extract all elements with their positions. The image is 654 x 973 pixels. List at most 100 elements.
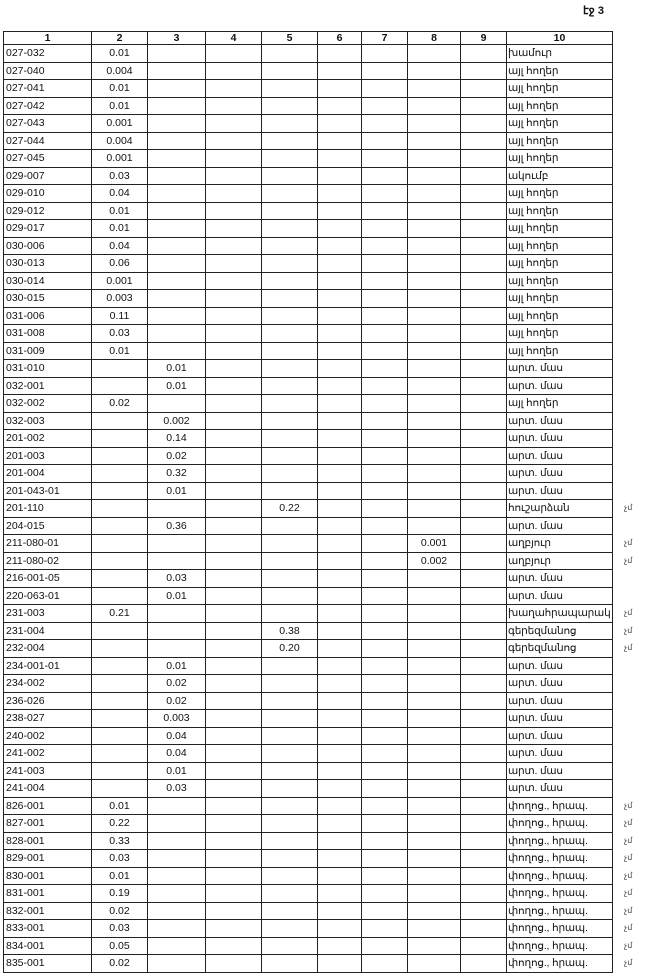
- table-row: 833-001 0.03 փողոց., հրապ.: [3, 919, 613, 938]
- value-cell: [261, 184, 318, 203]
- parcel-code-cell: 831-001: [3, 884, 92, 903]
- land-type-cell: արտ. մաս: [506, 516, 613, 535]
- value-cell: [261, 709, 318, 728]
- table-row: 027-041 0.01 այլ հողեր: [3, 79, 613, 98]
- table-row: 211-080-02 0.002 աղբյուր: [3, 551, 613, 570]
- value-cell: [205, 499, 262, 518]
- value-cell: [147, 796, 206, 815]
- value-cell: 0.01: [91, 44, 148, 63]
- value-cell: [361, 621, 408, 640]
- value-cell: [361, 884, 408, 903]
- value-cell: 0.01: [91, 79, 148, 98]
- land-type-cell: արտ. մաս: [506, 359, 613, 378]
- margin-note: չմ: [624, 801, 633, 810]
- value-cell: [460, 306, 507, 325]
- value-cell: [317, 166, 362, 185]
- value-cell: [361, 289, 408, 308]
- value-cell: 0.01: [91, 341, 148, 360]
- value-cell: 0.11: [91, 306, 148, 325]
- value-cell: [91, 516, 148, 535]
- value-cell: 0.06: [91, 254, 148, 273]
- value-cell: 0.02: [147, 691, 206, 710]
- column-header-6: 6: [317, 31, 362, 45]
- value-cell: [361, 201, 408, 220]
- land-type-cell: աղբյուր: [506, 551, 613, 570]
- table-row: 027-045 0.001 այլ հողեր: [3, 149, 613, 168]
- value-cell: 0.01: [91, 219, 148, 238]
- value-cell: [407, 814, 461, 833]
- value-cell: [460, 796, 507, 815]
- value-cell: [91, 656, 148, 675]
- value-cell: [205, 726, 262, 745]
- value-cell: [261, 884, 318, 903]
- land-type-cell: այլ հողեր: [506, 236, 613, 255]
- value-cell: [317, 236, 362, 255]
- value-cell: [407, 779, 461, 798]
- table-row: 204-015 0.36 արտ. մաս: [3, 516, 613, 535]
- value-cell: [361, 131, 408, 150]
- value-cell: [361, 271, 408, 290]
- land-type-cell: այլ հողեր: [506, 219, 613, 238]
- value-cell: [261, 341, 318, 360]
- value-cell: [361, 96, 408, 115]
- value-cell: [205, 236, 262, 255]
- table-row: 220-063-01 0.01 արտ. մաս: [3, 586, 613, 605]
- parcel-code-cell: 241-003: [3, 761, 92, 780]
- value-cell: [317, 149, 362, 168]
- value-cell: [205, 166, 262, 185]
- value-cell: [361, 149, 408, 168]
- value-cell: [460, 61, 507, 80]
- value-cell: 0.01: [147, 586, 206, 605]
- value-cell: 0.003: [147, 709, 206, 728]
- value-cell: 0.02: [91, 954, 148, 973]
- land-type-cell: այլ հողեր: [506, 271, 613, 290]
- table-row: 029-010 0.04 այլ հողեր: [3, 184, 613, 203]
- value-cell: 0.001: [407, 534, 461, 553]
- parcel-code-cell: 027-032: [3, 44, 92, 63]
- value-cell: [147, 114, 206, 133]
- value-cell: [361, 446, 408, 465]
- value-cell: [91, 621, 148, 640]
- value-cell: [407, 884, 461, 903]
- table-row: 241-002 0.04 արտ. մաս: [3, 744, 613, 763]
- value-cell: [147, 831, 206, 850]
- value-cell: [91, 674, 148, 693]
- value-cell: [407, 464, 461, 483]
- value-cell: 0.004: [91, 61, 148, 80]
- value-cell: [261, 919, 318, 938]
- value-cell: [261, 761, 318, 780]
- parcel-code-cell: 231-003: [3, 604, 92, 623]
- land-type-cell: արտ. մաս: [506, 586, 613, 605]
- value-cell: [261, 849, 318, 868]
- value-cell: [460, 44, 507, 63]
- value-cell: [147, 149, 206, 168]
- table-row: 031-008 0.03 այլ հողեր: [3, 324, 613, 343]
- value-cell: [205, 79, 262, 98]
- value-cell: [407, 849, 461, 868]
- value-cell: 0.04: [91, 184, 148, 203]
- parcel-code-cell: 027-044: [3, 131, 92, 150]
- value-cell: [317, 184, 362, 203]
- value-cell: [317, 656, 362, 675]
- value-cell: [91, 429, 148, 448]
- value-cell: [407, 324, 461, 343]
- value-cell: [205, 866, 262, 885]
- value-cell: [317, 709, 362, 728]
- value-cell: [205, 604, 262, 623]
- value-cell: [261, 236, 318, 255]
- column-header-9: 9: [460, 31, 507, 45]
- value-cell: [147, 219, 206, 238]
- value-cell: [361, 569, 408, 588]
- value-cell: [147, 201, 206, 220]
- parcel-code-cell: 032-002: [3, 394, 92, 413]
- parcel-code-cell: 201-043-01: [3, 481, 92, 500]
- value-cell: [460, 411, 507, 430]
- value-cell: [361, 796, 408, 815]
- value-cell: [361, 901, 408, 920]
- value-cell: [147, 184, 206, 203]
- land-type-cell: գերեզմանոց: [506, 621, 613, 640]
- value-cell: 0.04: [147, 744, 206, 763]
- value-cell: [205, 306, 262, 325]
- value-cell: [147, 271, 206, 290]
- parcel-code-cell: 031-008: [3, 324, 92, 343]
